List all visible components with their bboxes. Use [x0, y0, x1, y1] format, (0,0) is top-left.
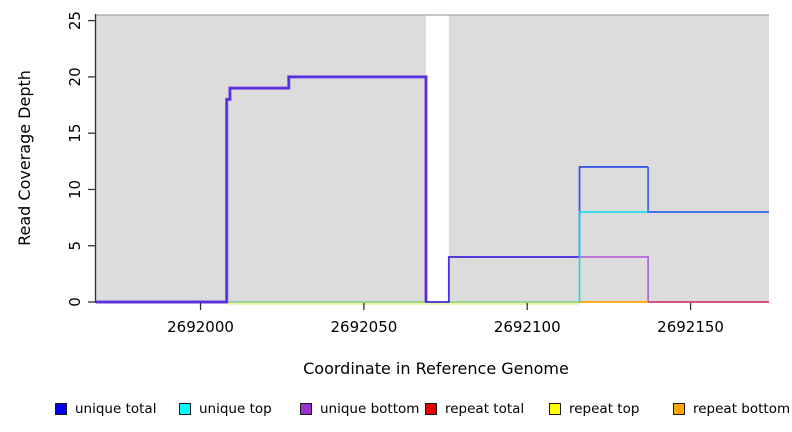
legend-item-unique-bottom: unique bottom	[300, 401, 419, 417]
x-tick-label: 2692050	[330, 318, 397, 336]
legend-label: unique top	[199, 401, 272, 417]
y-tick-label: 10	[66, 180, 84, 199]
series-line-unique-total-left	[96, 76, 580, 303]
legend: unique total unique top unique bottom re…	[0, 399, 792, 423]
coverage-region	[96, 15, 426, 302]
unique-bottom-swatch-icon	[300, 403, 312, 415]
repeat-total-swatch-icon	[425, 403, 437, 415]
y-tick-label: 0	[66, 297, 84, 307]
y-tick-label: 20	[66, 67, 84, 86]
coverage-plot: 0 5 10 15 20 25 2692000 2692050 2692100 2692150 R…	[15, 11, 769, 378]
plot-layer: 0 5 10 15 20 25 2692000 2692050 2692100 2692150	[66, 11, 769, 336]
legend-label: repeat bottom	[693, 401, 791, 417]
repeat-top-swatch-icon	[549, 403, 561, 415]
series-line-unique-total-right	[647, 166, 769, 213]
legend-label: unique bottom	[320, 401, 420, 417]
y-tick-label: 15	[66, 124, 84, 143]
x-tick-label: 2692000	[167, 318, 234, 336]
legend-item-repeat-total: repeat total	[425, 401, 524, 417]
y-axis-title: Read Coverage Depth	[15, 70, 34, 246]
legend-label: unique total	[75, 401, 157, 417]
legend-item-repeat-bottom: repeat bottom	[673, 401, 790, 417]
x-axis-title: Coordinate in Reference Genome	[303, 359, 569, 378]
legend-label: repeat top	[569, 401, 640, 417]
legend-item-unique-total: unique total	[55, 401, 156, 417]
legend-item-unique-top: unique top	[179, 401, 272, 417]
coverage-region	[448, 15, 769, 302]
unique-top-swatch-icon	[179, 403, 191, 415]
y-tick-label: 5	[66, 241, 84, 251]
y-tick-label: 25	[66, 11, 84, 30]
legend-item-repeat-top: repeat top	[549, 401, 639, 417]
x-tick-label: 2692100	[494, 318, 561, 336]
unique-total-swatch-icon	[55, 403, 67, 415]
legend-label: repeat total	[445, 401, 525, 417]
x-tick-label: 2692150	[657, 318, 724, 336]
repeat-bottom-swatch-icon	[673, 403, 685, 415]
